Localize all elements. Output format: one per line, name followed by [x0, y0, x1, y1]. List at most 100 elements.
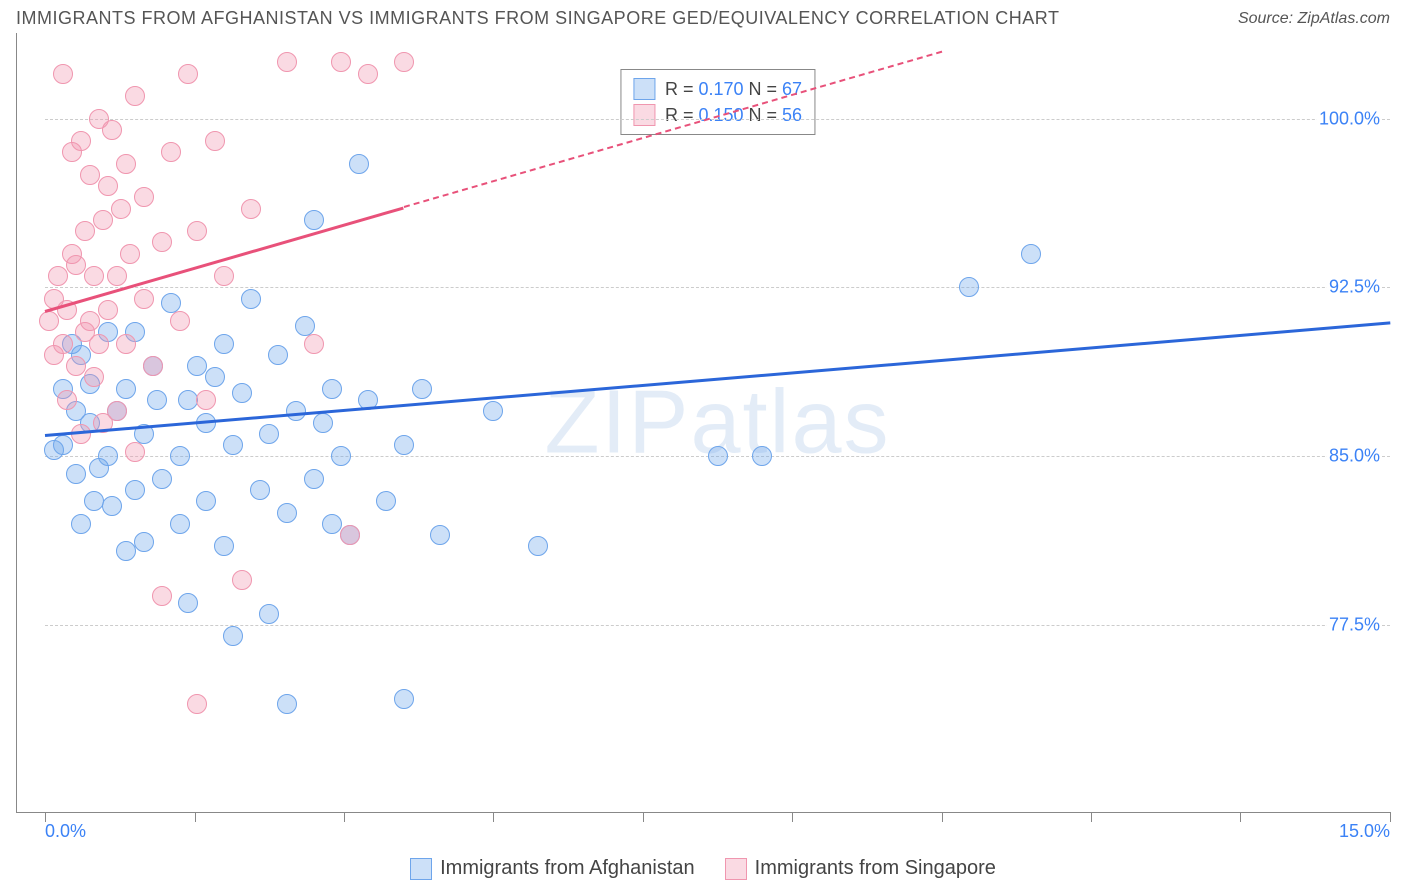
x-tick: [45, 812, 46, 822]
scatter-point: [286, 401, 306, 421]
scatter-point: [116, 541, 136, 561]
scatter-point: [116, 334, 136, 354]
gridline: [45, 119, 1390, 120]
scatter-point: [93, 210, 113, 230]
scatter-point: [187, 694, 207, 714]
x-tick: [1091, 812, 1092, 822]
scatter-point: [214, 536, 234, 556]
gridline: [45, 625, 1390, 626]
scatter-point: [84, 367, 104, 387]
scatter-point: [107, 401, 127, 421]
scatter-point: [241, 289, 261, 309]
gridline: [45, 287, 1390, 288]
scatter-point: [223, 626, 243, 646]
scatter-point: [53, 435, 73, 455]
scatter-point: [349, 154, 369, 174]
scatter-point: [53, 64, 73, 84]
scatter-point: [277, 694, 297, 714]
scatter-point: [250, 480, 270, 500]
scatter-point: [125, 86, 145, 106]
scatter-point: [84, 491, 104, 511]
scatter-point: [134, 289, 154, 309]
y-tick-label: 100.0%: [1317, 108, 1382, 129]
scatter-point: [708, 446, 728, 466]
scatter-point: [116, 379, 136, 399]
legend-swatch: [633, 104, 655, 126]
scatter-point: [232, 570, 252, 590]
scatter-point: [71, 514, 91, 534]
legend-stats-text: R = 0.150 N = 56: [665, 105, 802, 126]
scatter-point: [57, 390, 77, 410]
scatter-point: [170, 311, 190, 331]
scatter-point: [98, 446, 118, 466]
x-tick: [643, 812, 644, 822]
scatter-point: [152, 232, 172, 252]
scatter-point: [358, 64, 378, 84]
scatter-point: [223, 435, 243, 455]
scatter-point: [528, 536, 548, 556]
chart-area: ZIPatlas R = 0.170 N = 67R = 0.150 N = 5…: [16, 33, 1390, 813]
scatter-point: [178, 593, 198, 613]
y-tick-label: 77.5%: [1327, 615, 1382, 636]
x-tick: [792, 812, 793, 822]
stats-legend: R = 0.170 N = 67R = 0.150 N = 56: [620, 69, 815, 135]
scatter-point: [313, 413, 333, 433]
scatter-point: [125, 442, 145, 462]
scatter-point: [277, 52, 297, 72]
scatter-point: [1021, 244, 1041, 264]
scatter-point: [66, 356, 86, 376]
scatter-point: [66, 464, 86, 484]
scatter-point: [39, 311, 59, 331]
x-tick: [1240, 812, 1241, 822]
legend-item: Immigrants from Afghanistan: [410, 857, 695, 880]
scatter-point: [107, 266, 127, 286]
scatter-point: [116, 154, 136, 174]
scatter-point: [134, 187, 154, 207]
series-legend: Immigrants from Afghanistan Immigrants fr…: [0, 857, 1406, 880]
scatter-point: [205, 367, 225, 387]
legend-swatch: [725, 858, 747, 880]
scatter-point: [111, 199, 131, 219]
scatter-point: [187, 356, 207, 376]
scatter-point: [304, 334, 324, 354]
x-axis-min-label: 0.0%: [45, 821, 86, 842]
scatter-point: [152, 586, 172, 606]
scatter-point: [89, 334, 109, 354]
x-tick: [493, 812, 494, 822]
scatter-point: [80, 311, 100, 331]
scatter-point: [752, 446, 772, 466]
scatter-point: [483, 401, 503, 421]
scatter-point: [102, 120, 122, 140]
scatter-point: [170, 446, 190, 466]
chart-title: IMMIGRANTS FROM AFGHANISTAN VS IMMIGRANT…: [16, 8, 1059, 29]
scatter-point: [259, 604, 279, 624]
scatter-point: [143, 356, 163, 376]
scatter-point: [394, 52, 414, 72]
scatter-point: [394, 435, 414, 455]
scatter-point: [331, 52, 351, 72]
legend-item: Immigrants from Singapore: [725, 857, 996, 880]
x-tick: [195, 812, 196, 822]
scatter-point: [277, 503, 297, 523]
scatter-point: [295, 316, 315, 336]
trend-line: [45, 321, 1390, 437]
plot-region: ZIPatlas R = 0.170 N = 67R = 0.150 N = 5…: [45, 51, 1390, 794]
scatter-point: [161, 142, 181, 162]
legend-swatch: [410, 858, 432, 880]
scatter-point: [125, 480, 145, 500]
scatter-point: [147, 390, 167, 410]
scatter-point: [134, 532, 154, 552]
scatter-point: [170, 514, 190, 534]
scatter-point: [322, 379, 342, 399]
scatter-point: [304, 210, 324, 230]
y-tick-label: 92.5%: [1327, 277, 1382, 298]
scatter-point: [196, 390, 216, 410]
scatter-point: [120, 244, 140, 264]
scatter-point: [214, 266, 234, 286]
chart-source: Source: ZipAtlas.com: [1238, 10, 1390, 28]
x-axis-max-label: 15.0%: [1339, 821, 1390, 842]
scatter-point: [98, 300, 118, 320]
scatter-point: [331, 446, 351, 466]
scatter-point: [75, 221, 95, 241]
scatter-point: [304, 469, 324, 489]
